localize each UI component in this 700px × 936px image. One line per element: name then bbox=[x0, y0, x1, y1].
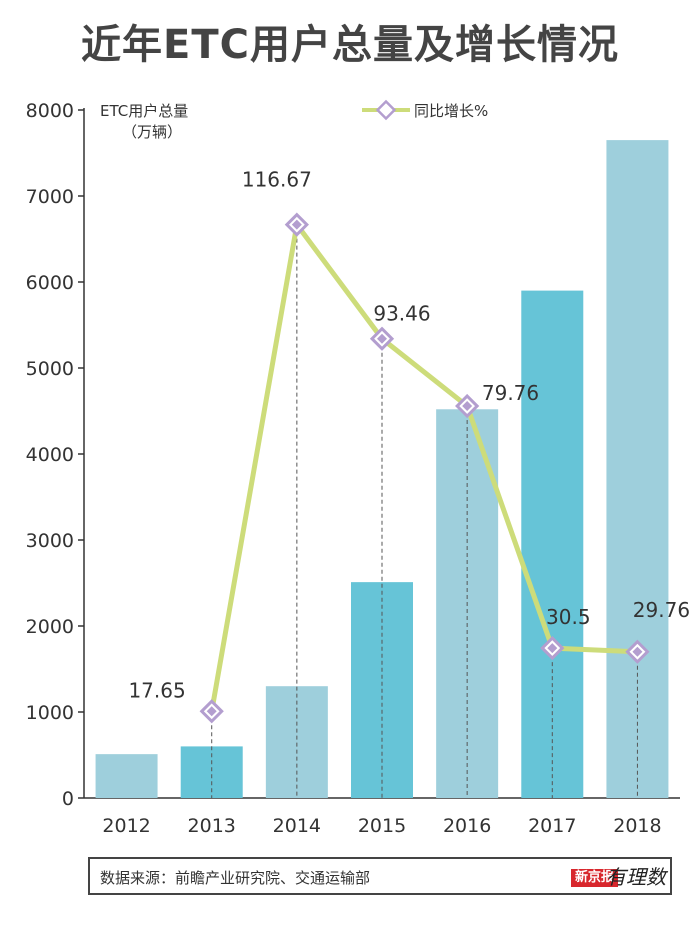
chart-title: 近年ETC用户总量及增长情况 bbox=[81, 22, 619, 68]
y-tick-label: 7000 bbox=[26, 186, 74, 208]
x-tick-label: 2018 bbox=[613, 815, 661, 837]
bar-2018 bbox=[606, 140, 669, 799]
legend-bar-unit: （万辆） bbox=[122, 123, 182, 141]
data-labels: 17.65 116.67 93.46 79.76 30.5 29.76 bbox=[128, 168, 690, 703]
legend-marker-icon bbox=[375, 99, 397, 121]
growth-label-2016: 79.76 bbox=[482, 381, 539, 405]
growth-marker-core bbox=[632, 646, 643, 657]
y-tick-label: 4000 bbox=[26, 444, 74, 466]
y-tick-label: 1000 bbox=[26, 702, 74, 724]
brand-logo: 新京报 bbox=[570, 869, 618, 887]
y-tick-label: 8000 bbox=[26, 100, 74, 122]
x-tick-label: 2016 bbox=[443, 815, 491, 837]
brand-script: 有理数 bbox=[606, 865, 666, 889]
source-text: 数据来源：前瞻产业研究院、交通运输部 bbox=[100, 869, 371, 887]
legend: ETC用户总量 （万辆） 同比增长% bbox=[100, 99, 488, 141]
growth-marker-core bbox=[377, 333, 387, 344]
y-tick-label: 2000 bbox=[26, 616, 74, 638]
drop-lines bbox=[211, 224, 638, 798]
growth-marker-core bbox=[462, 401, 473, 412]
bar-2012 bbox=[95, 754, 158, 798]
x-tick-label: 2014 bbox=[273, 815, 321, 837]
y-tick-label: 5000 bbox=[26, 358, 74, 380]
legend-bar-label: ETC用户总量 bbox=[100, 102, 188, 120]
growth-markers bbox=[199, 212, 650, 724]
x-tick-label: 2013 bbox=[188, 815, 236, 837]
source-footer: 数据来源：前瞻产业研究院、交通运输部 新京报 有理数 bbox=[88, 857, 672, 895]
growth-polyline bbox=[209, 222, 638, 712]
x-tick-label: 2015 bbox=[358, 815, 406, 837]
growth-label-2018: 29.76 bbox=[633, 598, 690, 622]
growth-marker-core bbox=[206, 706, 217, 717]
x-tick-label: 2017 bbox=[528, 815, 576, 837]
growth-marker-core bbox=[547, 643, 558, 654]
axes: 0 1000 2000 3000 4000 5000 6000 7000 8000 2012 201… bbox=[26, 100, 680, 837]
x-tick-label: 2012 bbox=[102, 815, 150, 837]
growth-label-2017: 30.5 bbox=[546, 605, 591, 629]
growth-label-2015: 93.46 bbox=[373, 302, 430, 326]
y-tick-label: 3000 bbox=[26, 530, 74, 552]
chart-area: 0 1000 2000 3000 4000 5000 6000 7000 8000 2012 201… bbox=[26, 99, 690, 837]
growth-line bbox=[209, 222, 638, 712]
legend-line-label: 同比增长% bbox=[414, 102, 488, 120]
growth-label-2014: 116.67 bbox=[242, 168, 312, 192]
growth-marker-core bbox=[291, 219, 302, 230]
y-tick-label: 6000 bbox=[26, 272, 74, 294]
y-tick-label: 0 bbox=[62, 788, 74, 810]
growth-label-2013: 17.65 bbox=[128, 678, 185, 702]
